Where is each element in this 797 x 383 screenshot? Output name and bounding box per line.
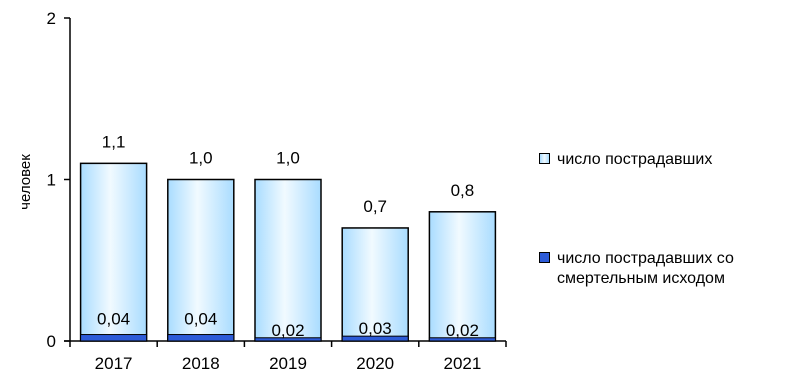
bars — [79, 162, 497, 342]
data-label-fatal: 0,02 — [271, 321, 304, 340]
y-axis-label: человек — [17, 154, 34, 210]
legend-label-victims: число пострадавших — [557, 151, 713, 168]
x-tick-label: 2018 — [182, 354, 220, 373]
y-tick-label: 1 — [47, 171, 56, 190]
x-tick-label: 2021 — [443, 354, 481, 373]
data-label-fatal: 0,02 — [446, 321, 479, 340]
bar-victims-2020 — [341, 227, 409, 342]
bar-fatal-2019 — [254, 337, 322, 342]
x-tick-label: 2020 — [356, 354, 394, 373]
legend-label-fatal-line2: смертельным исходом — [557, 270, 725, 287]
bar-victims-2021 — [428, 211, 497, 342]
x-tick-label: 2017 — [95, 354, 133, 373]
data-labels: 2017 1,1 0,04 2018 1,0 0,04 2019 1,0 0,02 2020 0,7… — [95, 132, 482, 373]
data-label-victims: 0,8 — [451, 181, 475, 200]
data-label-victims: 1,0 — [189, 149, 213, 168]
bar-victims-2019 — [254, 178, 322, 342]
legend-swatch-victims — [539, 153, 550, 164]
bar-victims-2017 — [79, 162, 148, 342]
y-tick-label: 2 — [47, 9, 56, 28]
data-label-fatal: 0,03 — [359, 319, 392, 338]
bar-fatal-2020 — [341, 335, 409, 342]
legend-label-fatal-line1: число пострадавших со — [557, 250, 734, 267]
bar-fatal-2018 — [167, 334, 235, 342]
bar-victims-2018 — [167, 178, 235, 342]
x-tick-label: 2019 — [269, 354, 307, 373]
data-label-victims: 1,0 — [276, 149, 300, 168]
legend-item-victims: число пострадавших — [539, 149, 789, 171]
legend-swatch-fatal — [539, 252, 550, 263]
bar-fatal-2017 — [80, 334, 148, 342]
bar-fatal-2021 — [428, 337, 496, 342]
data-label-victims: 0,7 — [363, 197, 387, 216]
data-label-fatal: 0,04 — [97, 310, 130, 329]
data-label-victims: 1,1 — [102, 132, 126, 151]
legend-item-fatal: число пострадавших со смертельным исходо… — [539, 248, 794, 292]
data-label-fatal: 0,04 — [184, 310, 217, 329]
y-tick-label: 0 — [47, 332, 56, 351]
